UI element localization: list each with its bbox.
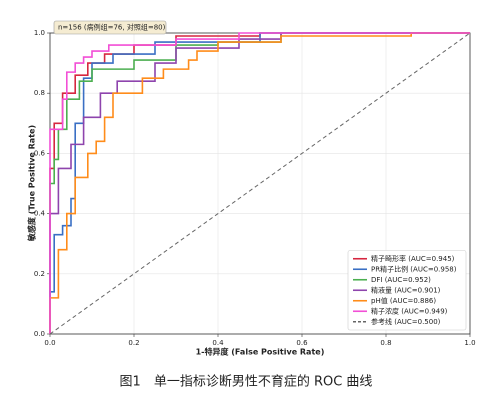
legend-label: PR精子比例 (AUC=0.958)	[371, 264, 457, 273]
legend-box	[347, 250, 467, 331]
legend-label: pH值 (AUC=0.886)	[371, 296, 436, 305]
legend-label: 参考线 (AUC=0.500)	[371, 317, 441, 326]
y-tick-label: 0.4	[34, 210, 46, 218]
x-tick-label: 1.0	[464, 339, 475, 347]
roc-curve	[49, 32, 470, 334]
y-tick-label: 0.6	[34, 149, 46, 157]
y-tick-label: 0.2	[34, 270, 45, 278]
y-tick-label: 1.0	[34, 29, 45, 37]
x-tick-label: 0.8	[380, 339, 391, 347]
roc-curve	[49, 32, 471, 335]
x-axis-label: 1-特异度 (False Positive Rate)	[196, 347, 325, 357]
legend-label: DFI (AUC=0.952)	[371, 276, 431, 284]
legend-label: 精液量 (AUC=0.901)	[371, 285, 441, 294]
roc-curve	[49, 32, 470, 334]
caption: 图1 单一指标诊断男性不育症的 ROC 曲线	[120, 374, 373, 390]
x-tick-label: 0.0	[44, 339, 55, 347]
annotation: n=156 (病例组=76, 对照组=80)	[58, 23, 166, 32]
legend-label: 精子浓度 (AUC=0.949)	[371, 306, 448, 315]
y-tick-label: 0.8	[34, 89, 45, 97]
y-axis-label: 敏感度 (True Positive Rate)	[27, 125, 37, 242]
x-tick-label: 0.4	[212, 339, 224, 347]
legend-label: 精子畸形率 (AUC=0.945)	[371, 254, 455, 263]
y-tick-label: 0.0	[34, 330, 45, 338]
x-tick-label: 0.2	[128, 339, 139, 347]
x-tick-label: 0.6	[296, 339, 308, 347]
annotation-box	[53, 20, 167, 35]
roc-curve	[49, 32, 470, 334]
